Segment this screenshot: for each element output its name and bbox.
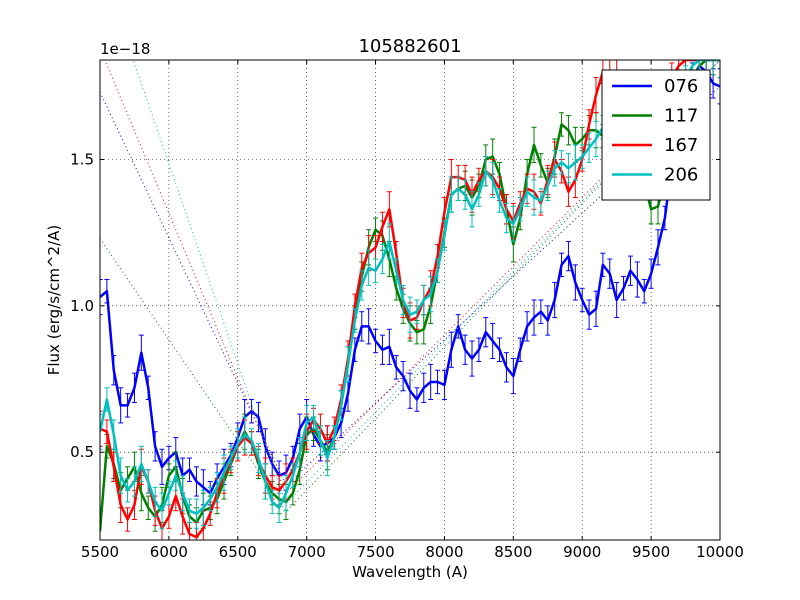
y-axis-label: Flux (erg/s/cm^2/A) xyxy=(45,225,63,376)
legend: 076 117 167 206 xyxy=(601,69,711,201)
guide-line-076 xyxy=(100,85,720,487)
legend-label: 076 xyxy=(664,76,698,97)
chart-title: 105882601 xyxy=(358,36,461,57)
x-tick-label: 8500 xyxy=(494,543,532,561)
x-tick-label: 9500 xyxy=(632,543,670,561)
legend-box xyxy=(601,69,711,201)
y-tick-label: 1.5 xyxy=(70,151,94,169)
series-line-076 xyxy=(100,64,720,495)
x-tick-label: 5500 xyxy=(81,543,119,561)
x-tick-label: 7500 xyxy=(356,543,394,561)
axes-frame xyxy=(99,59,721,541)
guide-line-167 xyxy=(104,60,720,495)
y-tick-label: 1.0 xyxy=(70,297,94,315)
y-offset-text: 1e−18 xyxy=(100,40,150,58)
legend-label: 206 xyxy=(664,165,698,186)
legend-label: 117 xyxy=(664,106,698,127)
x-tick-label: 8000 xyxy=(425,543,463,561)
x-axis-label: Wavelength (A) xyxy=(352,563,468,581)
legend-label: 167 xyxy=(664,135,698,156)
x-tick-label: 10000 xyxy=(696,543,744,561)
x-tick-label: 9000 xyxy=(563,543,601,561)
x-tick-label: 7000 xyxy=(288,543,326,561)
axis-ticks: 5500 6000 6500 7000 7500 8000 8500 9000 9500 1000… xyxy=(70,60,744,561)
x-tick-label: 6000 xyxy=(150,543,188,561)
x-tick-label: 6500 xyxy=(219,543,257,561)
plot-area xyxy=(100,60,720,540)
y-tick-label: 0.5 xyxy=(70,443,94,461)
